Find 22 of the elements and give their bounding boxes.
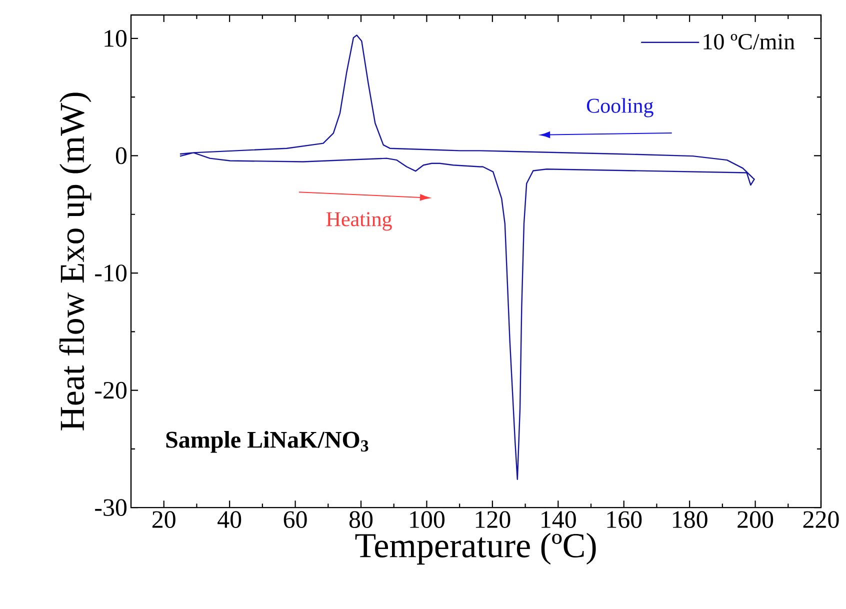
x-tick-label: 200 xyxy=(738,511,774,528)
x-tick-label: 160 xyxy=(607,511,642,528)
x-tick-label: 20 xyxy=(152,511,176,528)
y-tick-label: -10 xyxy=(95,264,127,282)
x-tick-label: 40 xyxy=(218,511,242,528)
annotation: Cooling xyxy=(586,98,654,118)
annotation: Sample LiNaK/NO$_{3}$ xyxy=(166,431,368,453)
y-tick-label: -30 xyxy=(95,499,127,516)
annotation: Heating xyxy=(326,212,392,231)
y-tick-label: -20 xyxy=(95,382,127,399)
x-tick-label: 80 xyxy=(349,511,373,528)
x-tick-label: 100 xyxy=(410,511,445,528)
y-tick-label: 10 xyxy=(104,30,127,47)
x-tick-label: 140 xyxy=(542,511,576,528)
x-tick-label: 120 xyxy=(476,511,510,528)
x-tick-label: 220 xyxy=(803,511,839,528)
x-axis-title: Temperature (ºC) xyxy=(355,532,596,565)
y-tick-label: 0 xyxy=(116,147,127,164)
x-tick-label: 60 xyxy=(284,511,307,528)
x-tick-label: 180 xyxy=(673,511,708,528)
y-axis-title: Heat flow Exo up (mW) xyxy=(59,92,92,430)
legend-label: 10 ºC/min xyxy=(704,34,795,50)
